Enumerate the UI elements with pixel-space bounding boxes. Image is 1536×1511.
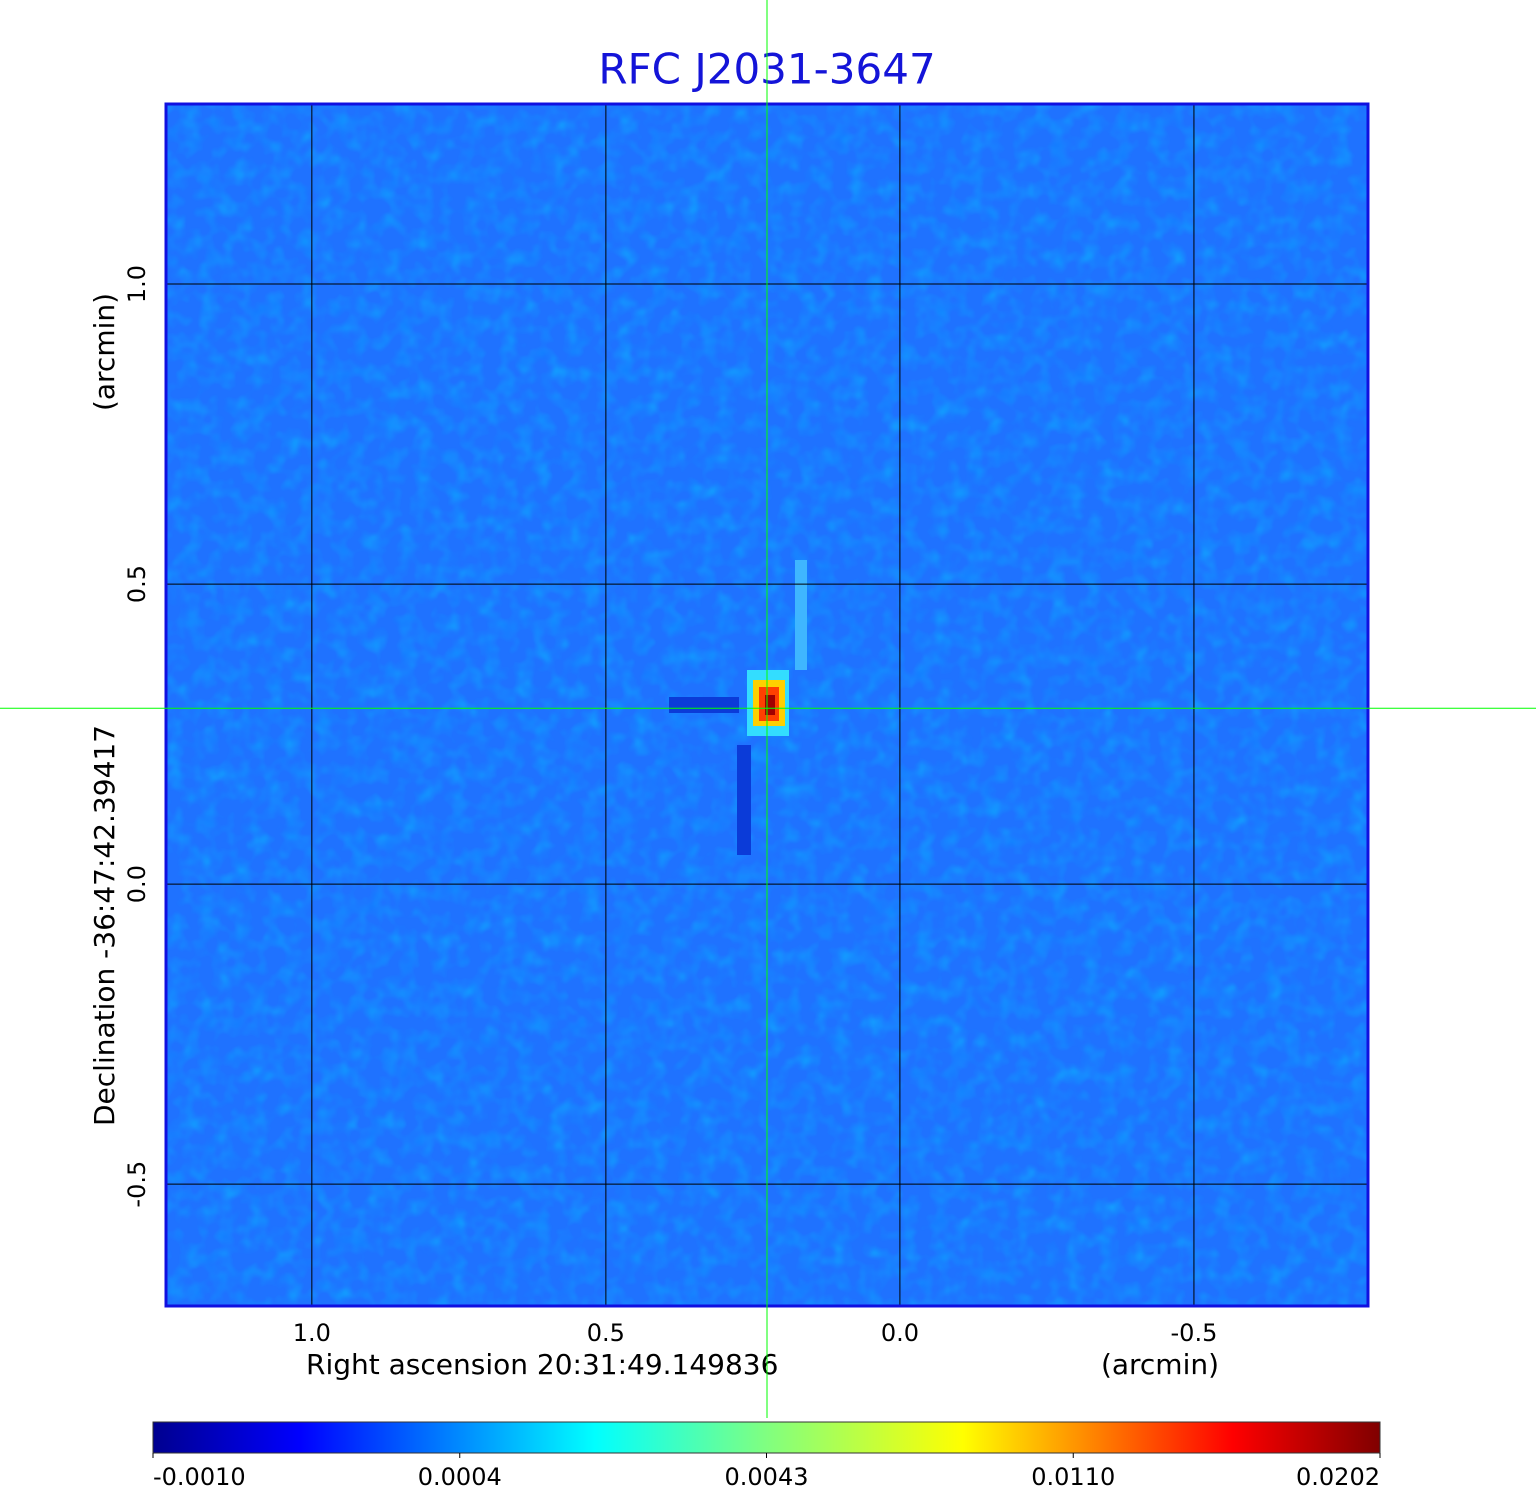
- y-tick-label: 0.0: [123, 865, 151, 903]
- x-axis-label: Right ascension 20:31:49.149836: [306, 1348, 778, 1381]
- colorbar-tick-label: 0.0202: [1296, 1463, 1380, 1491]
- colorbar-tick-label: 0.0004: [418, 1463, 502, 1491]
- x-axis-unit: (arcmin): [1101, 1348, 1219, 1381]
- artifact: [795, 560, 807, 670]
- x-tick-label: -0.5: [1171, 1319, 1218, 1347]
- colorbar-tick-label: 0.0110: [1031, 1463, 1115, 1491]
- y-axis-unit: (arcmin): [88, 293, 121, 411]
- y-axis-label: Declination -36:47:42.39417: [88, 725, 121, 1126]
- source: [669, 560, 807, 855]
- x-tick-label: 1.0: [293, 1319, 331, 1347]
- x-tick-label: 0.0: [881, 1319, 919, 1347]
- crosshair: [0, 0, 1536, 1418]
- colorbar-ticks: [152, 1453, 1381, 1458]
- colorbar-tick-label: -0.0010: [153, 1463, 246, 1491]
- colorbar-tick-label: 0.0043: [725, 1463, 809, 1491]
- x-tick-label: 0.5: [587, 1319, 625, 1347]
- y-tick-label: -0.5: [123, 1161, 151, 1208]
- y-tick-label: 0.5: [123, 565, 151, 603]
- y-tick-label: 1.0: [123, 265, 151, 303]
- artifact: [669, 697, 739, 713]
- colorbar: [152, 1421, 1381, 1454]
- source-peak: [765, 695, 775, 715]
- artifact: [737, 745, 751, 855]
